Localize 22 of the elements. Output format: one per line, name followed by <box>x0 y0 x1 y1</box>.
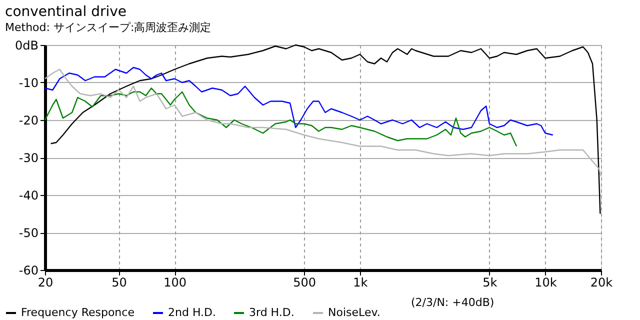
x-tick-label: 20k <box>590 276 613 290</box>
x-tick-label: 100 <box>164 276 186 290</box>
x-tick-label: 50 <box>112 276 127 290</box>
legend-label: Frequency Responce <box>21 306 135 319</box>
y-tick-label: -30 <box>18 151 38 165</box>
legend-label: NoiseLev. <box>328 306 380 319</box>
text: (2/3/N: +40dB) <box>411 296 494 309</box>
chart-title: conventinal drive <box>5 4 127 20</box>
x-tick-label: 1k <box>353 276 368 290</box>
y-tick-label: -40 <box>18 188 38 202</box>
x-tick-label: 500 <box>293 276 316 290</box>
legend-label: 2nd H.D. <box>168 306 216 319</box>
x-tick-label: 5k <box>482 276 498 290</box>
y-tick-label: -10 <box>18 76 38 90</box>
y-tick-label: -50 <box>18 226 38 240</box>
x-tick-label: 10k <box>534 276 557 290</box>
legend-label: 3rd H.D. <box>249 306 294 319</box>
y-tick-label: -20 <box>18 114 38 128</box>
y-tick-label: -60 <box>18 264 38 278</box>
x-tick-label: 20 <box>38 276 54 290</box>
y-tick-label: 0dB <box>15 38 38 52</box>
chart-subtitle: Method: サインスイープ:高周波歪み測定 <box>5 21 212 34</box>
